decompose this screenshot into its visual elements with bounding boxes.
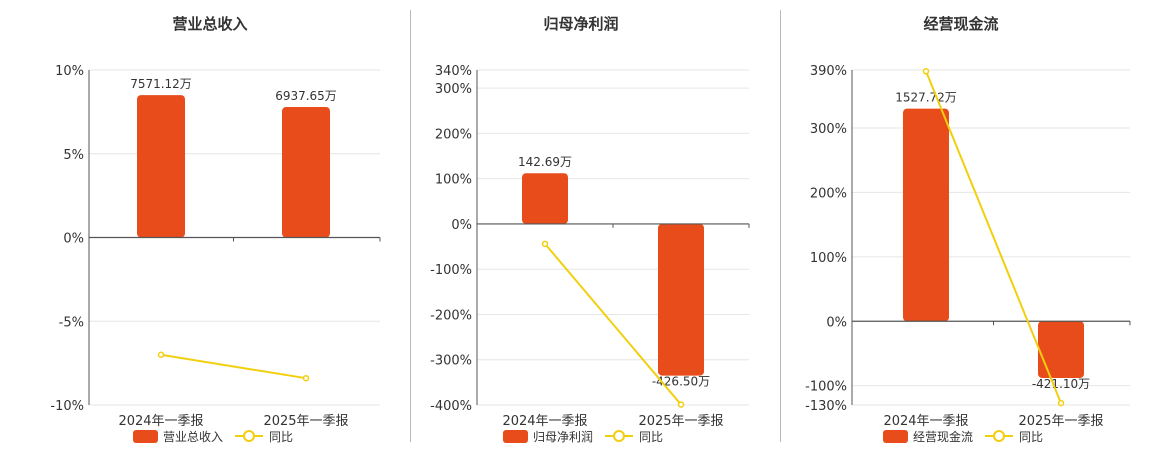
legend-label: 营业总收入 <box>163 430 223 444</box>
chart-panel-cashflow: 经营现金流 -130% -100% 0% 100% 200% 300% 390% 1527.72… <box>781 0 1160 450</box>
y-tick-label: 100% <box>810 251 847 266</box>
y-tick-label: -400% <box>430 399 472 414</box>
y-tick-label: -100% <box>430 263 472 278</box>
y-tick-label: 390% <box>810 64 847 79</box>
panel-divider <box>410 10 411 442</box>
chart-title: 经营现金流 <box>923 15 998 33</box>
y-tick-label: 340% <box>435 64 472 79</box>
y-tick-label: 200% <box>435 127 472 142</box>
x-tick-label: 2025年一季报 <box>1018 414 1103 429</box>
legend-label: 归母净利润 <box>533 430 593 444</box>
yoy-point <box>677 401 685 408</box>
y-tick-label: 100% <box>435 173 472 188</box>
bar-data-label: -421.10万 <box>1032 377 1090 391</box>
chart-revenue: 营业总收入 -10% -5% 0% 5% 10% 7571.12万 6937.65万 2024年… <box>50 15 381 444</box>
bar <box>903 108 949 322</box>
panel-divider <box>780 10 781 442</box>
x-tick-label: 2024年一季报 <box>502 414 587 429</box>
chart-cashflow: 经营现金流 -130% -100% 0% 100% 200% 300% 390% 1527.72… <box>805 15 1131 444</box>
legend-swatch-bar <box>503 430 528 443</box>
y-tick-label: 0% <box>63 232 84 247</box>
chart-title: 归母净利润 <box>543 15 618 33</box>
yoy-point <box>302 374 310 382</box>
bar <box>282 107 330 238</box>
bar <box>1038 321 1084 378</box>
chart-title: 营业总收入 <box>172 15 247 33</box>
chart-panel-revenue: 营业总收入 -10% -5% 0% 5% 10% 7571.12万 6937.65万 2024年… <box>0 0 410 450</box>
y-tick-label: 300% <box>435 82 472 97</box>
legend-label: 经营现金流 <box>913 429 973 444</box>
y-tick-label: 200% <box>810 186 847 201</box>
legend-swatch-bar <box>883 430 908 443</box>
y-tick-label: 5% <box>63 148 84 163</box>
bar-data-label: 7571.12万 <box>130 77 192 91</box>
legend-label: 同比 <box>639 430 663 444</box>
bar-data-label: 1527.72万 <box>895 91 957 105</box>
bar-data-label: -426.50万 <box>652 375 710 389</box>
legend-label: 同比 <box>269 430 293 444</box>
y-tick-label: 0% <box>451 218 472 233</box>
legend-swatch-point <box>993 430 1005 442</box>
y-tick-label: -10% <box>50 399 84 414</box>
bar <box>658 223 704 376</box>
bar-data-label: 6937.65万 <box>275 89 337 103</box>
legend-swatch-bar <box>133 430 158 443</box>
chart-net-profit: 归母净利润 -400% -300% -200% -100% 0% 100% 200% 300% 3… <box>430 15 750 444</box>
x-tick-label: 2025年一季报 <box>638 414 723 429</box>
y-tick-label: 300% <box>810 122 847 137</box>
yoy-line <box>160 353 307 380</box>
y-tick-label: 0% <box>826 315 847 330</box>
legend-swatch-point <box>613 430 625 442</box>
bar <box>137 95 185 238</box>
y-tick-label: -5% <box>59 315 84 330</box>
yoy-point <box>1057 399 1065 407</box>
yoy-line <box>544 243 682 406</box>
y-tick-label: -300% <box>430 354 472 369</box>
bar <box>522 173 568 224</box>
y-tick-label: -130% <box>805 399 847 414</box>
yoy-line <box>925 70 1062 404</box>
yoy-point <box>541 240 549 248</box>
x-tick-label: 2025年一季报 <box>263 414 348 429</box>
yoy-point <box>922 68 930 75</box>
x-tick-label: 2024年一季报 <box>118 414 203 429</box>
y-tick-label: -200% <box>430 308 472 323</box>
x-tick-label: 2024年一季报 <box>883 414 968 429</box>
y-tick-label: -100% <box>805 380 847 395</box>
legend-label: 同比 <box>1019 430 1043 444</box>
legend-swatch-point <box>243 430 255 442</box>
y-tick-label: 10% <box>55 64 84 79</box>
bar-data-label: 142.69万 <box>518 155 572 169</box>
yoy-point <box>157 351 165 358</box>
chart-panel-net-profit: 归母净利润 -400% -300% -200% -100% 0% 100% 200% 300% 3… <box>411 0 780 450</box>
